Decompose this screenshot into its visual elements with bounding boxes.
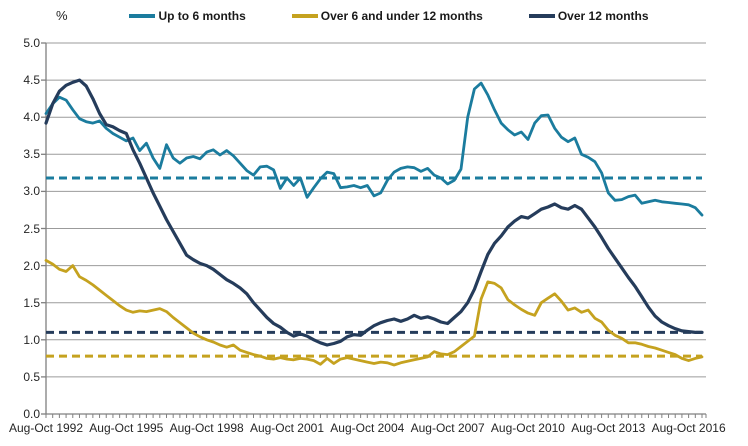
x-axis-tick-label: Aug-Oct 2001 (249, 421, 324, 435)
y-axis-tick-label: 2.5 (23, 221, 40, 236)
legend-label: Up to 6 months (158, 9, 246, 23)
series-line (44, 81, 704, 217)
legend-line-swatch-navy (528, 14, 555, 18)
legend-line-swatch-teal (129, 14, 156, 18)
y-axis-tick-label: 0.0 (23, 407, 40, 421)
x-axis-tick-label: Aug-Oct 2010 (490, 421, 565, 435)
y-axis-tick-label: 4.0 (23, 110, 40, 125)
y-axis-tick-label: 5.0 (23, 36, 40, 50)
x-axis-tick-label: Aug-Oct 2013 (571, 421, 646, 435)
y-axis-tick-label: 0.5 (23, 369, 40, 384)
legend-item-over-12-months: Over 12 months (528, 9, 649, 23)
y-axis-tick-label: 1.5 (23, 295, 40, 310)
x-axis-tick-label: Aug-Oct 2004 (330, 421, 405, 435)
legend-item-over-6-under-12-months: Over 6 and under 12 months (291, 9, 483, 23)
legend-label: Over 6 and under 12 months (320, 9, 483, 23)
legend: Up to 6 months Over 6 and under 12 month… (30, 7, 748, 25)
y-axis-tick-label: 3.5 (23, 147, 40, 162)
x-axis-tick-label: Aug-Oct 1992 (8, 421, 84, 435)
legend-item-up-to-6-months: Up to 6 months (129, 9, 246, 23)
series-line (44, 258, 704, 367)
y-axis-tick-label: 3.0 (23, 184, 40, 199)
y-axis-unit-label: % (56, 8, 68, 23)
y-axis-tick-label: 1.0 (23, 332, 40, 347)
legend-label: Over 12 months (557, 9, 649, 23)
legend-line-swatch-gold (291, 14, 318, 18)
y-axis-tick-label: 4.5 (23, 73, 40, 88)
x-axis-tick-label: Aug-Oct 2016 (651, 421, 726, 435)
x-axis-tick-label: Aug-Oct 2007 (410, 421, 485, 435)
x-axis-tick-label: Aug-Oct 1995 (89, 421, 164, 435)
series-line (44, 78, 704, 347)
y-axis-tick-label: 2.0 (23, 258, 40, 273)
x-axis-tick-label: Aug-Oct 1998 (169, 421, 244, 435)
